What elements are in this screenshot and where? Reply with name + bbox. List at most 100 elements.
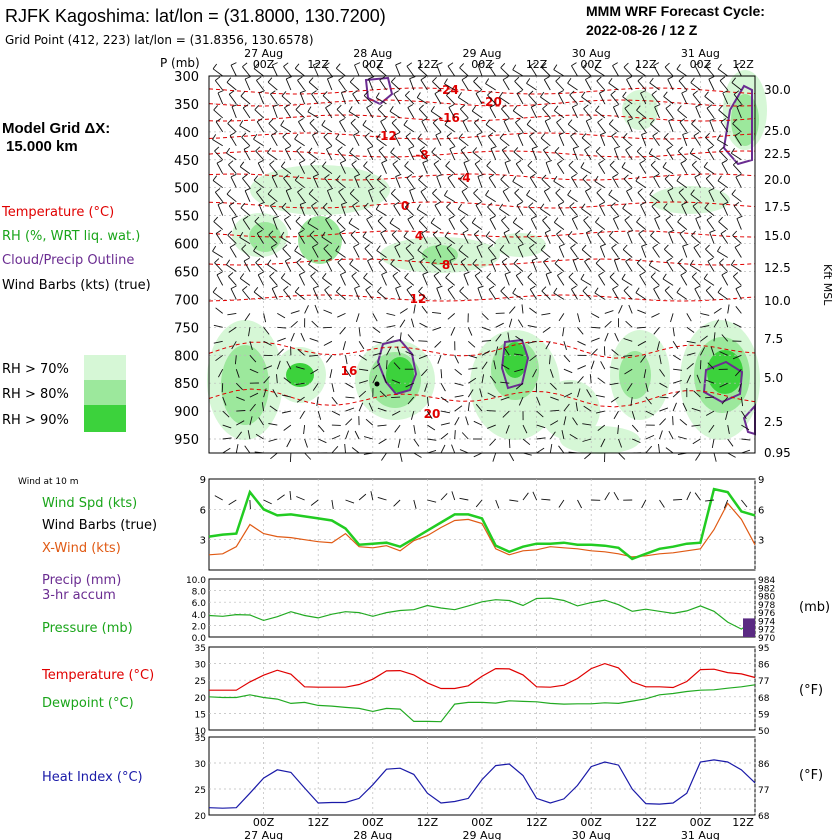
wind-barb bbox=[682, 246, 688, 258]
wind-barb-flag bbox=[650, 119, 655, 125]
wind-barb-flag bbox=[351, 160, 357, 165]
wind-barb bbox=[226, 82, 237, 91]
rh-area bbox=[619, 351, 651, 399]
wind-barb-flag bbox=[609, 272, 615, 278]
wind-barb-flag bbox=[227, 230, 233, 236]
wind-barb bbox=[585, 120, 592, 133]
wind-barb bbox=[582, 438, 592, 442]
wind-barb bbox=[382, 374, 387, 384]
wind-barb-flag bbox=[734, 132, 741, 136]
wind-barb-flag bbox=[313, 285, 319, 289]
wind-barb bbox=[590, 313, 600, 319]
wind-barb-flag bbox=[324, 62, 330, 67]
wind-barb-flag bbox=[512, 64, 517, 71]
wind-barb-flag bbox=[730, 259, 735, 266]
wind-barb bbox=[545, 341, 551, 350]
wind-barb bbox=[540, 208, 551, 216]
heat-tick-label: 30 bbox=[195, 760, 207, 770]
wind-barb-flag bbox=[324, 174, 330, 179]
wind-barb-flag bbox=[622, 203, 627, 209]
bottom-hour-label: 00Z bbox=[471, 816, 493, 829]
wind-barb-flag bbox=[664, 174, 670, 180]
pressure-tick-label: 600 bbox=[174, 238, 199, 253]
wind-barb bbox=[641, 246, 647, 258]
wind-barb-flag bbox=[668, 229, 675, 233]
wind-barb bbox=[277, 326, 287, 329]
wind-tick-right: 6 bbox=[758, 505, 764, 516]
wind-barb bbox=[670, 313, 674, 323]
isotherm bbox=[208, 340, 756, 359]
wind-barb-flag bbox=[407, 104, 414, 108]
wind-barb-flag bbox=[281, 202, 287, 208]
wind-barb bbox=[215, 354, 223, 362]
wind-barb bbox=[598, 92, 606, 105]
wind-barb bbox=[512, 292, 524, 300]
wind-barb-flag bbox=[734, 243, 741, 248]
wind-barb bbox=[503, 232, 510, 244]
wind-barb bbox=[404, 206, 415, 216]
wind-barb bbox=[377, 291, 387, 300]
wind-barb bbox=[732, 123, 742, 133]
top-hour-label: 00Z bbox=[253, 58, 275, 71]
wind-barb bbox=[307, 223, 319, 230]
wind-barb-flag bbox=[600, 243, 607, 247]
wind-barb-flag bbox=[635, 64, 640, 70]
wind-barb bbox=[394, 134, 401, 147]
wind-barb-flag bbox=[599, 201, 605, 206]
wind-barb bbox=[717, 139, 728, 147]
wind-barb bbox=[708, 424, 715, 433]
wind-barb-flag bbox=[435, 243, 442, 248]
wind-barb-flag bbox=[244, 187, 251, 192]
wind-barb bbox=[433, 275, 442, 286]
wind-barb-flag bbox=[242, 62, 248, 68]
isotherm-label: -24 bbox=[437, 83, 459, 97]
wind-barb-flag bbox=[653, 173, 660, 178]
wind-barb bbox=[653, 65, 660, 77]
wind-barb-flag bbox=[322, 91, 328, 97]
wind-barb-flag bbox=[529, 132, 535, 137]
wind-barb bbox=[405, 136, 415, 147]
wind-barb bbox=[553, 69, 565, 77]
legend-wind-barbs: Wind Barbs (true) bbox=[42, 518, 157, 533]
wind-barb bbox=[557, 204, 565, 216]
wind-barb-flag bbox=[255, 258, 261, 263]
wind-barb-flag bbox=[635, 287, 640, 293]
wind-barb-flag bbox=[216, 159, 223, 164]
wind-barb bbox=[741, 424, 750, 431]
wind-barb bbox=[325, 148, 333, 161]
wind-barb bbox=[351, 447, 360, 454]
pressure-tick-label: 850 bbox=[174, 377, 199, 392]
wind-barb bbox=[386, 360, 388, 370]
wind-barb bbox=[527, 165, 537, 175]
wind-barb bbox=[733, 94, 742, 105]
wind-barb bbox=[558, 313, 565, 322]
wind-barb bbox=[329, 369, 333, 379]
wind-barb-flag bbox=[613, 215, 620, 220]
wind-barb bbox=[339, 232, 346, 244]
wind-barb bbox=[339, 274, 346, 286]
wind-barb bbox=[340, 204, 346, 216]
wind-barb bbox=[609, 164, 619, 175]
wind-barb-flag bbox=[595, 105, 600, 111]
wind-barb bbox=[672, 341, 679, 350]
top-hour-label: 12Z bbox=[526, 58, 548, 71]
wind-barb bbox=[479, 388, 483, 398]
wind-barb bbox=[434, 340, 442, 348]
wind-barb bbox=[641, 134, 647, 146]
wind-barb bbox=[652, 135, 660, 147]
wind-barb bbox=[391, 396, 401, 399]
wind-barb bbox=[628, 304, 633, 314]
wind-barb bbox=[239, 125, 251, 133]
wind-barb bbox=[475, 204, 483, 216]
wind-barb bbox=[432, 81, 442, 91]
wind-barb-flag bbox=[651, 90, 657, 95]
wind-barb bbox=[300, 332, 306, 342]
wind-barb bbox=[282, 394, 291, 398]
wind-barb-flag bbox=[307, 218, 312, 224]
wind-barb bbox=[571, 288, 578, 300]
wind-barb-flag bbox=[255, 146, 261, 152]
wind-barb bbox=[635, 180, 647, 189]
wind-barb bbox=[221, 383, 224, 393]
wind-barb bbox=[622, 249, 633, 258]
wind-barb bbox=[325, 219, 333, 230]
